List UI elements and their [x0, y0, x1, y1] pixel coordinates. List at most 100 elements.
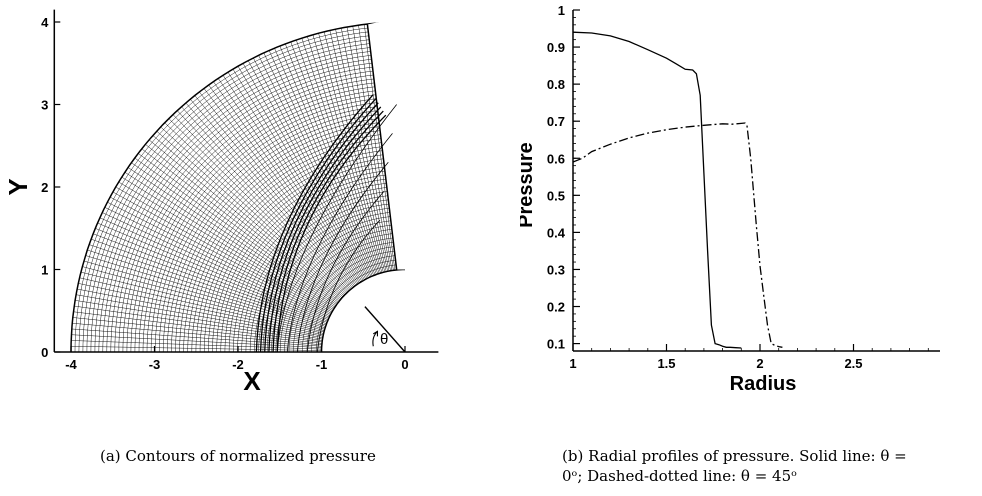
y-tick-label: 0.2: [547, 300, 565, 315]
mesh-arc: [122, 72, 406, 353]
mesh-spoke: [323, 31, 386, 273]
subsonic-contour: [306, 190, 385, 353]
pressure-contours: [255, 94, 397, 353]
mesh-arc: [102, 53, 406, 353]
polar-mesh: [70, 9, 439, 353]
mesh-spoke: [131, 162, 337, 305]
mesh-spoke: [177, 110, 349, 292]
mesh-spoke: [199, 91, 354, 288]
mesh-spoke: [152, 135, 343, 299]
theta-label: θ: [380, 331, 388, 348]
mesh-spoke: [329, 30, 387, 272]
y-tick-label: 0.9: [547, 40, 565, 55]
mesh-spoke: [72, 317, 322, 344]
mesh-spoke: [141, 148, 340, 302]
mesh-arc: [98, 49, 406, 353]
theta-arrowhead: [372, 330, 378, 337]
mesh-arc: [167, 116, 405, 353]
mesh-spoke: [75, 300, 323, 340]
y-tick-label: 0.6: [547, 151, 565, 166]
mesh-arc: [70, 21, 406, 353]
x-tick-label: -1: [316, 357, 328, 372]
mesh-arc: [316, 264, 406, 352]
mesh-spoke: [83, 260, 325, 330]
mesh-spoke: [156, 131, 344, 297]
x-tick-label: 1.5: [657, 356, 675, 371]
y-tick-label: 0: [41, 345, 48, 360]
mesh-spoke: [145, 144, 341, 301]
subsonic-contour: [276, 104, 397, 353]
caption-b-line-2: 0ᵒ; Dashed-dotted line: θ = 45ᵒ: [562, 467, 797, 485]
y-axis-label: Pressure: [520, 142, 537, 228]
mesh-spoke: [74, 305, 323, 341]
shock-contour: [272, 110, 384, 353]
mesh-spoke: [79, 277, 324, 334]
mesh-arc: [288, 237, 405, 352]
mesh-spoke: [95, 228, 328, 322]
x-axis-label: Radius: [730, 373, 797, 395]
series-solid-line: [572, 31, 742, 349]
mesh-spoke: [258, 55, 369, 278]
mesh-spoke: [203, 88, 355, 287]
mesh-spoke: [118, 181, 334, 310]
x-tick-label: 1: [569, 356, 576, 371]
x-tick-label: -3: [149, 357, 161, 372]
x-tick-label: 2.5: [844, 356, 862, 371]
mesh-arc: [199, 149, 406, 352]
mesh-arc: [130, 80, 406, 353]
mesh-spoke: [253, 57, 368, 279]
caption-a: (a) Contours of normalized pressure: [100, 447, 376, 465]
mesh-spoke: [91, 238, 327, 324]
mesh-arc: [74, 25, 406, 353]
mesh-spoke: [263, 52, 370, 278]
x-axis-label: X: [243, 366, 261, 396]
mesh-arc: [293, 241, 406, 352]
mesh-spoke: [124, 172, 336, 308]
y-tick-label: 2: [41, 180, 48, 195]
theta-annotation: θ: [364, 306, 406, 353]
mesh-spoke: [222, 75, 360, 283]
line-chart: 11.522.530.10.20.30.40.50.60.70.80.91 Ra…: [520, 3, 940, 395]
mesh-spoke: [109, 196, 332, 314]
mesh-spoke: [71, 328, 322, 347]
mesh-arc: [154, 104, 406, 353]
mesh-spoke: [148, 139, 342, 300]
mesh-arc: [203, 153, 406, 353]
series-lines: [572, 31, 783, 349]
mesh-spoke: [71, 346, 322, 351]
mesh-spoke: [102, 212, 330, 318]
shock-contour: [259, 98, 377, 353]
mesh-arc: [142, 92, 406, 353]
mesh-spoke: [71, 334, 322, 348]
x-tick-label: -2: [232, 357, 244, 372]
x-tick-label: 0: [401, 357, 408, 372]
mesh-arc: [216, 165, 405, 353]
mesh-spoke: [97, 222, 329, 320]
mesh-arc: [311, 259, 406, 352]
mesh-spoke: [76, 294, 323, 338]
mesh-spoke: [274, 48, 373, 277]
mesh-arc: [146, 96, 406, 353]
mesh-arc: [114, 65, 406, 353]
mesh-spoke: [296, 39, 379, 275]
mesh-arc: [179, 128, 406, 353]
caption-b-line-1: (b) Radial profiles of pressure. Solid l…: [562, 447, 907, 465]
y-tick-label: 1: [41, 263, 48, 278]
y-tick-label: 4: [41, 15, 49, 30]
mesh-arc: [183, 133, 406, 353]
mesh-spoke: [115, 186, 333, 311]
mesh-arc: [228, 177, 406, 353]
y-tick-label: 0.1: [547, 337, 565, 352]
mesh-arc: [195, 145, 406, 353]
mesh-spoke: [121, 176, 335, 309]
theta-ray: [364, 306, 406, 353]
mesh-spoke: [89, 244, 327, 326]
mesh-spoke: [87, 249, 326, 327]
axes-b: [572, 9, 940, 352]
mesh-spoke: [104, 207, 331, 317]
mesh-spoke: [160, 126, 345, 296]
tick-labels-a: -4 -3 -2 -1 0 0 1 2 3 4: [41, 15, 409, 372]
tick-labels-b: 11.522.530.10.20.30.40.50.60.70.80.91: [547, 3, 863, 371]
mesh-arc: [306, 254, 406, 352]
mesh-arc: [212, 161, 405, 352]
